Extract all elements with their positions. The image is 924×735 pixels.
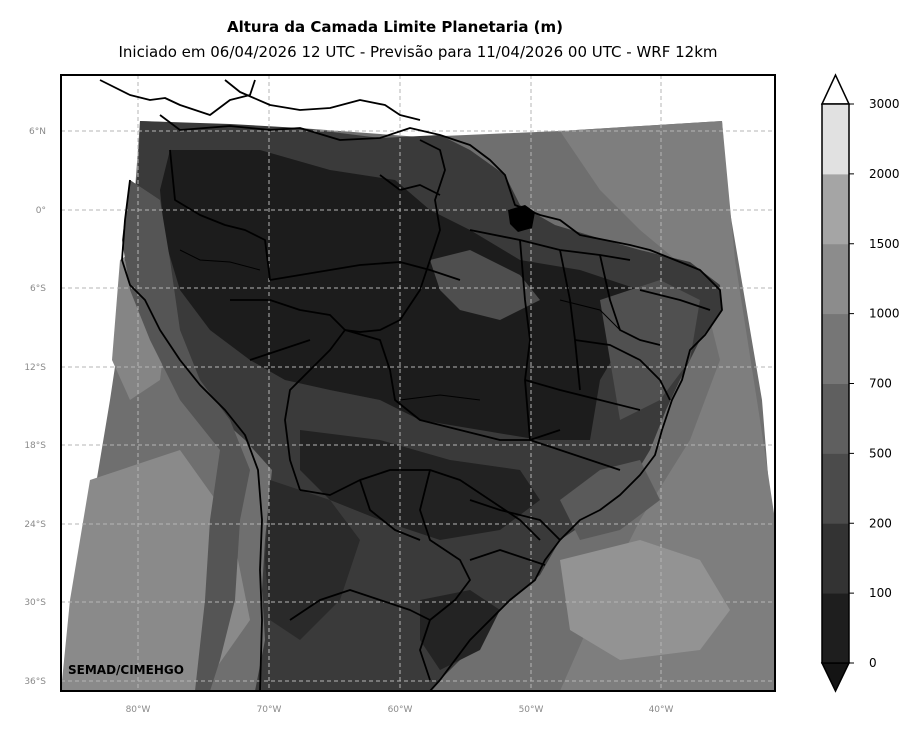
lon-tick: 50°W [519, 705, 544, 715]
colorbar-tick-label: 1000 [869, 307, 900, 321]
colorbar-tick-label: 100 [869, 586, 892, 600]
lon-tick: 80°W [126, 705, 151, 715]
colorbar-band [822, 173, 849, 245]
colorbar-tick-label: 200 [869, 516, 892, 530]
lon-tick: 60°W [388, 705, 413, 715]
lon-tick: 70°W [257, 705, 282, 715]
colorbar-tick-label: 2000 [869, 167, 900, 181]
colorbar-tick-label: 3000 [869, 97, 900, 111]
colorbar-band [822, 453, 849, 524]
lat-tick: 36°S [24, 677, 46, 687]
lon-tick-labels: 80°W 70°W 60°W 50°W 40°W [126, 705, 674, 715]
map-frame [60, 74, 776, 692]
brand-label: SEMAD/CIMEHGO [68, 663, 184, 677]
lat-tick: 18°S [24, 441, 46, 451]
colorbar-extend-low [820, 662, 851, 693]
colorbar-band [822, 383, 849, 454]
lat-tick: 6°N [29, 127, 46, 137]
colorbar: 0 100 200 500 700 1000 1500 2000 3000 [820, 73, 900, 693]
lat-tick: 12°S [24, 363, 46, 373]
colorbar-band [822, 313, 849, 384]
colorbar-band [822, 104, 849, 175]
map-subtitle: Iniciado em 06/04/2026 12 UTC - Previsão… [118, 43, 718, 61]
colorbar-tick-label: 0 [869, 656, 877, 670]
colorbar-band [822, 523, 849, 594]
colorbar-band [822, 593, 849, 664]
lat-tick: 6°S [30, 284, 46, 294]
colorbar-tick-label: 1500 [869, 237, 900, 251]
map-title: Altura da Camada Limite Planetaria (m) [226, 18, 564, 36]
lat-tick-labels: 6°N 0° 6°S 12°S 18°S 24°S 30°S 36°S [24, 127, 46, 687]
map-area [61, 75, 775, 691]
country-borders [99, 79, 723, 691]
lat-tick: 24°S [24, 520, 46, 530]
colorbar-tick-label: 700 [869, 377, 892, 391]
colorbar-tick-label: 500 [869, 446, 892, 460]
lat-tick: 0° [36, 206, 46, 216]
colorbar-extend-high [820, 73, 851, 105]
lat-tick: 30°S [24, 598, 46, 608]
lon-tick: 40°W [649, 705, 674, 715]
colorbar-band [822, 243, 849, 315]
